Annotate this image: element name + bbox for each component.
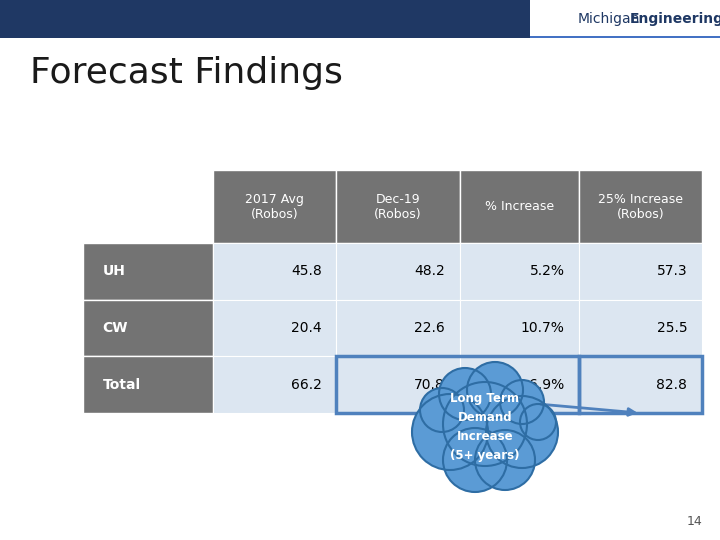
Text: 82.8: 82.8 (657, 378, 687, 392)
Bar (459, 300, 579, 356)
Text: 25.5: 25.5 (657, 321, 687, 335)
Bar (579, 300, 702, 356)
Text: 57.3: 57.3 (657, 265, 687, 278)
Circle shape (520, 404, 556, 440)
Text: Total: Total (102, 378, 140, 392)
Text: 20.4: 20.4 (291, 321, 322, 335)
Bar (213, 243, 336, 300)
Circle shape (412, 394, 488, 470)
Text: 6.9%: 6.9% (529, 378, 564, 392)
Bar (83, 356, 213, 413)
Text: 2017 Avg
(Robos): 2017 Avg (Robos) (246, 193, 305, 220)
Text: Forecast Findings: Forecast Findings (30, 56, 343, 90)
Bar (530, 36, 720, 38)
Bar (459, 243, 579, 300)
Circle shape (443, 382, 527, 466)
Text: UH: UH (102, 265, 125, 278)
Text: 48.2: 48.2 (414, 265, 445, 278)
Circle shape (486, 396, 558, 468)
Bar (83, 243, 213, 300)
Circle shape (500, 380, 544, 424)
Bar (0, 0, 530, 38)
Circle shape (443, 428, 507, 492)
Text: Michigan: Michigan (578, 12, 640, 26)
Text: 70.8: 70.8 (414, 378, 445, 392)
Bar (213, 170, 336, 243)
Text: CW: CW (102, 321, 128, 335)
Bar (336, 170, 459, 243)
Circle shape (439, 368, 491, 420)
Text: 22.6: 22.6 (414, 321, 445, 335)
Circle shape (420, 388, 464, 432)
Text: 66.2: 66.2 (291, 378, 322, 392)
Bar (579, 356, 702, 413)
Bar (579, 243, 702, 300)
Text: Engineering: Engineering (630, 12, 720, 26)
Text: Dec-19
(Robos): Dec-19 (Robos) (374, 193, 422, 220)
Text: 5.2%: 5.2% (530, 265, 564, 278)
Bar (213, 300, 336, 356)
Bar (336, 300, 459, 356)
Bar (83, 170, 213, 243)
Bar (579, 170, 702, 243)
Bar (213, 356, 336, 413)
Bar (459, 170, 579, 243)
Text: 25% Increase
(Robos): 25% Increase (Robos) (598, 193, 683, 220)
Circle shape (467, 362, 523, 418)
Bar (459, 356, 579, 413)
Bar (336, 356, 579, 413)
Circle shape (475, 430, 535, 490)
Bar (83, 300, 213, 356)
Bar (336, 243, 459, 300)
Text: 10.7%: 10.7% (521, 321, 564, 335)
Bar (530, 0, 720, 38)
Text: 14: 14 (686, 515, 702, 528)
Text: 45.8: 45.8 (291, 265, 322, 278)
Bar (579, 356, 702, 413)
Text: Long Term
Demand
Increase
(5+ years): Long Term Demand Increase (5+ years) (450, 392, 520, 462)
Text: % Increase: % Increase (485, 200, 554, 213)
Bar (336, 356, 459, 413)
